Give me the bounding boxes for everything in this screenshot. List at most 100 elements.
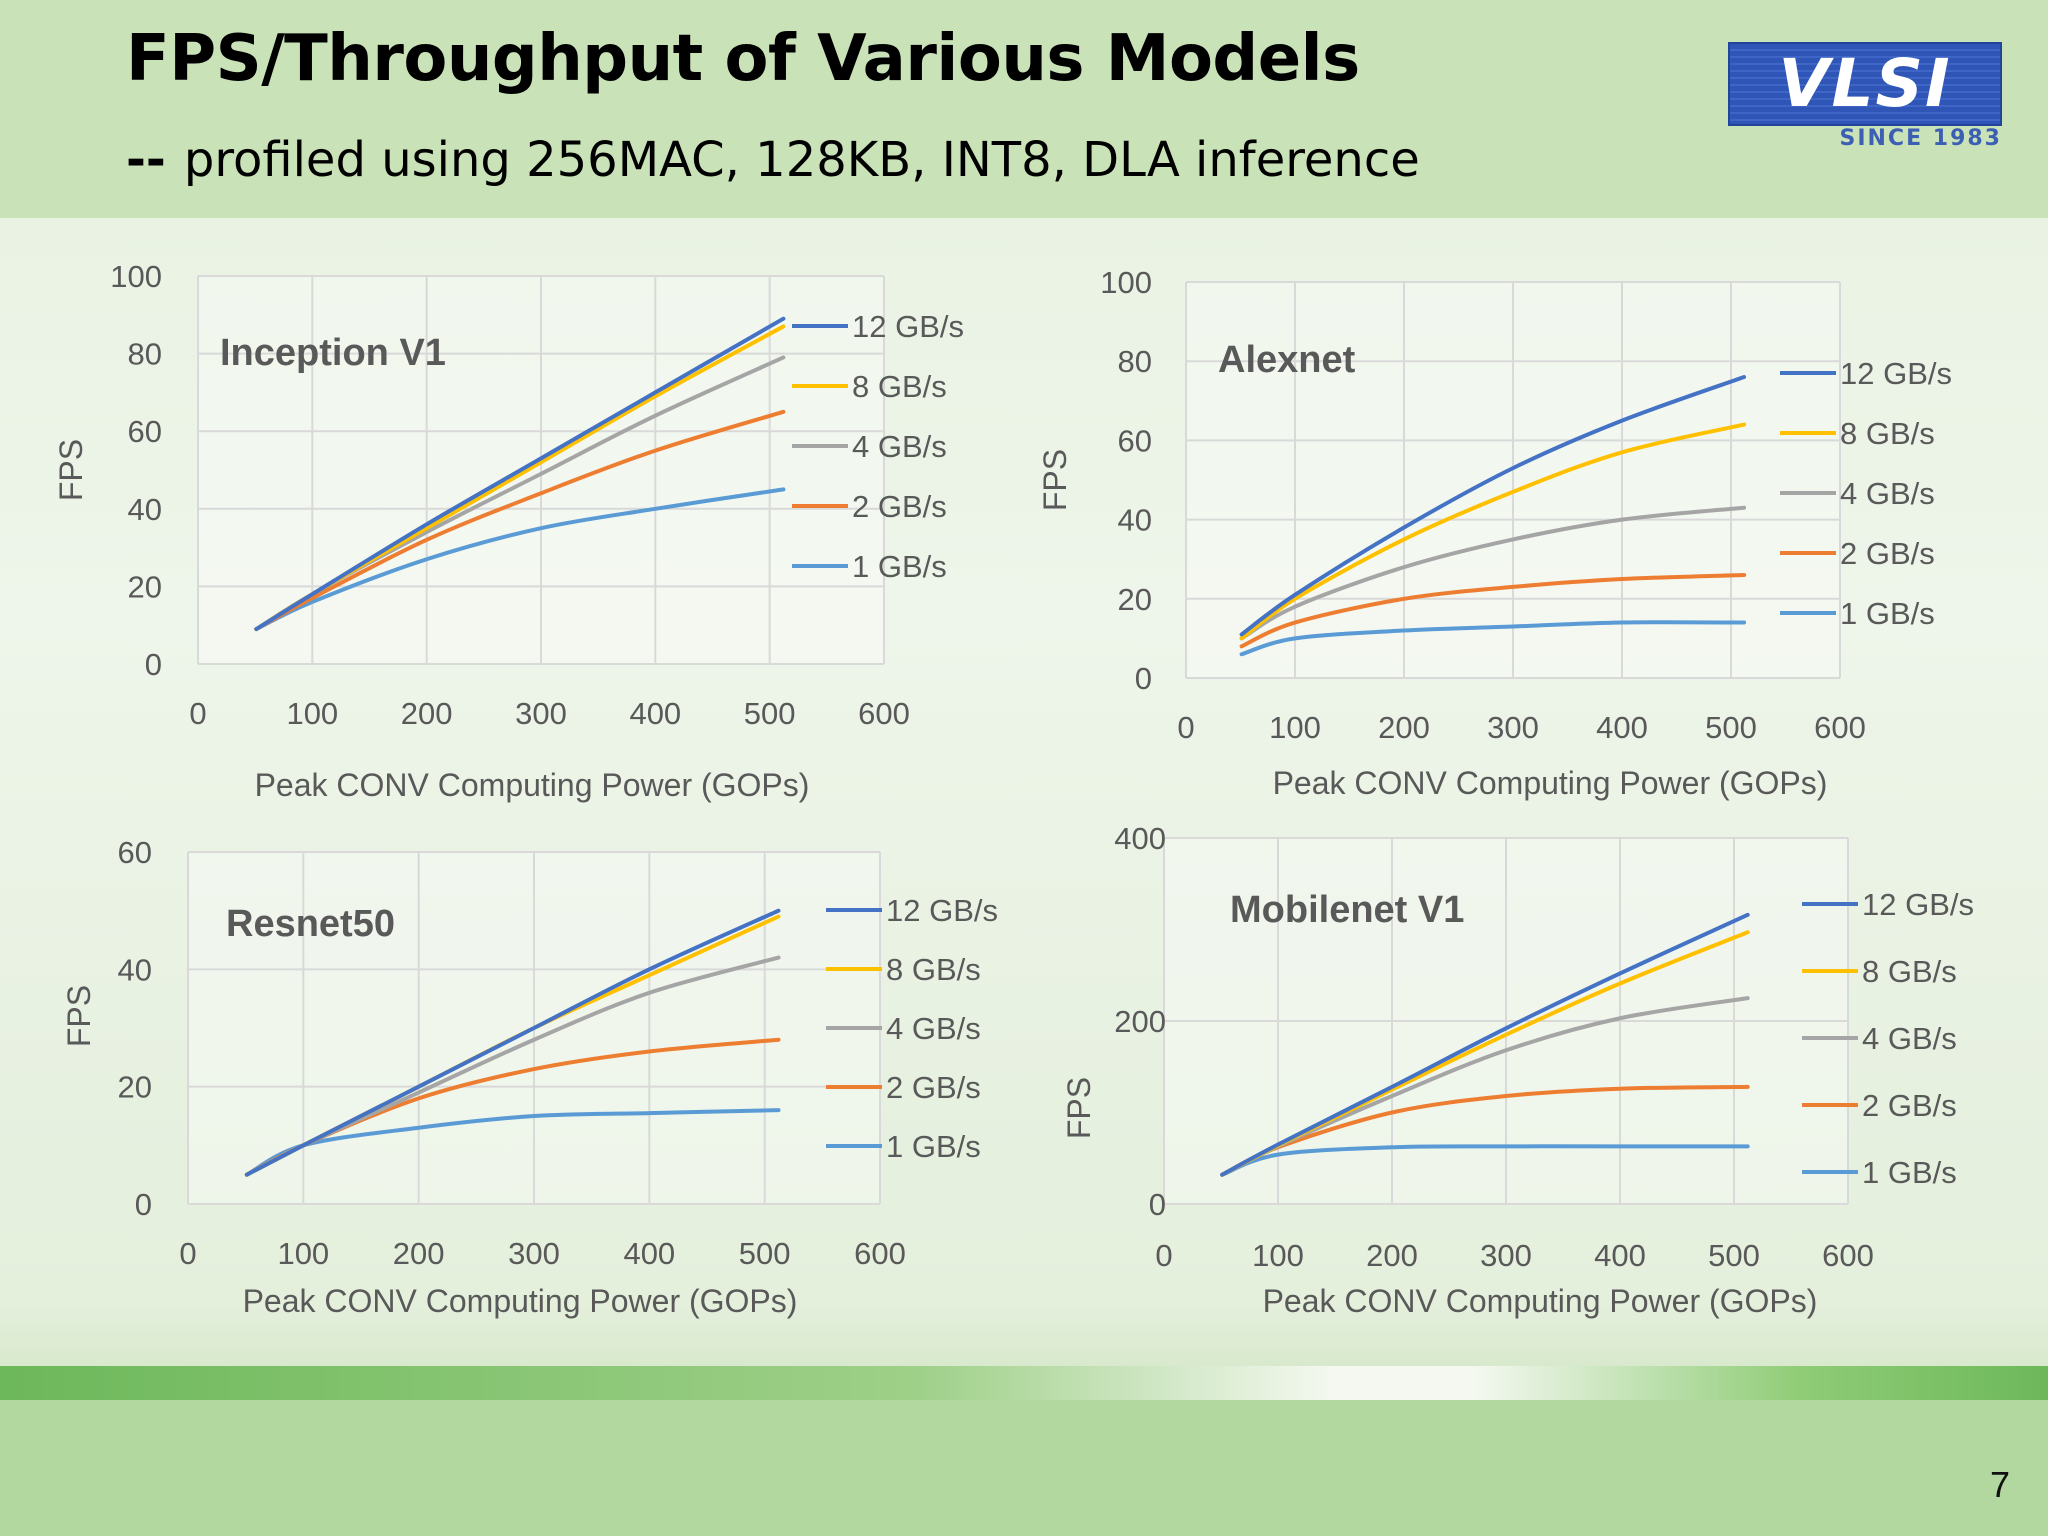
y-axis-label: FPS <box>1061 1077 1097 1139</box>
chart-title: Resnet50 <box>226 903 395 945</box>
x-tick-label: 400 <box>623 1236 675 1271</box>
logo-since-text: SINCE 1983 <box>1839 126 2002 151</box>
chart-title: Alexnet <box>1218 339 1356 381</box>
series-line-1-gb-s <box>254 487 786 632</box>
x-tick-label: 300 <box>1480 1238 1532 1273</box>
x-tick-label: 400 <box>1594 1238 1646 1273</box>
x-axis-label: Peak CONV Computing Power (GOPs) <box>1263 1283 1818 1319</box>
legend-label: 8 GB/s <box>1840 416 1935 451</box>
y-tick-label: 20 <box>118 1070 152 1105</box>
y-tick-label: 20 <box>128 569 162 604</box>
chart-title: Mobilenet V1 <box>1230 889 1464 931</box>
slide-subtitle: -- profiled using 256MAC, 128KB, INT8, DL… <box>126 132 1420 188</box>
x-tick-label: 200 <box>393 1236 445 1271</box>
x-tick-label: 0 <box>179 1236 196 1271</box>
x-tick-label: 400 <box>629 696 681 731</box>
x-tick-label: 300 <box>1487 710 1539 745</box>
legend-label: 4 GB/s <box>1862 1021 1957 1056</box>
series-line-12-gb-s <box>254 316 786 632</box>
x-tick-label: 0 <box>189 696 206 731</box>
y-tick-label: 100 <box>1100 265 1152 300</box>
footer-stripe <box>0 1366 2048 1400</box>
x-tick-label: 600 <box>858 696 910 731</box>
y-tick-label: 100 <box>110 259 162 294</box>
footer-band <box>0 1400 2048 1536</box>
x-tick-label: 500 <box>1708 1238 1760 1273</box>
y-tick-label: 60 <box>1118 423 1152 458</box>
y-axis-label: FPS <box>53 439 89 501</box>
legend-label: 12 GB/s <box>886 893 998 928</box>
legend-label: 1 GB/s <box>886 1129 981 1164</box>
legend-label: 8 GB/s <box>852 369 947 404</box>
series-line-12-gb-s <box>244 908 781 1177</box>
legend-label: 1 GB/s <box>852 549 947 584</box>
legend-label: 1 GB/s <box>1840 596 1935 631</box>
y-tick-label: 20 <box>1118 582 1152 617</box>
y-tick-label: 0 <box>145 647 162 682</box>
y-tick-label: 0 <box>135 1187 152 1222</box>
series-line-8-gb-s <box>1239 422 1747 641</box>
x-tick-label: 500 <box>739 1236 791 1271</box>
legend-label: 12 GB/s <box>1862 887 1974 922</box>
page-number: 7 <box>1990 1464 2011 1505</box>
series-line-1-gb-s <box>1220 1144 1750 1177</box>
series-line-4-gb-s <box>1239 505 1747 641</box>
x-tick-label: 600 <box>1814 710 1866 745</box>
chart-3: 0 100 200 300 400 500 600 0 200 400 Peak CONV Comp… <box>1061 821 1974 1319</box>
legend-label: 8 GB/s <box>1862 954 1957 989</box>
y-tick-label: 0 <box>1149 1187 1166 1222</box>
x-axis-label: Peak CONV Computing Power (GOPs) <box>255 767 810 803</box>
x-tick-label: 500 <box>1705 710 1757 745</box>
y-tick-label: 0 <box>1135 661 1152 696</box>
y-axis-label: FPS <box>61 985 97 1047</box>
x-tick-label: 100 <box>1269 710 1321 745</box>
legend-label: 4 GB/s <box>1840 476 1935 511</box>
y-tick-label: 40 <box>128 492 162 527</box>
x-tick-label: 200 <box>401 696 453 731</box>
legend-label: 12 GB/s <box>852 309 964 344</box>
subtitle-text: profiled using 256MAC, 128KB, INT8, DLA … <box>183 132 1420 188</box>
x-tick-label: 400 <box>1596 710 1648 745</box>
slide-title: FPS/Throughput of Various Models <box>126 22 1360 96</box>
x-tick-label: 100 <box>1252 1238 1304 1273</box>
chart-1: 0 100 200 300 400 500 600 0 20 40 60 80 100 Peak CONV… <box>1037 265 1952 801</box>
x-tick-label: 200 <box>1378 710 1430 745</box>
legend-label: 4 GB/s <box>852 429 947 464</box>
y-axis-label: FPS <box>1037 449 1073 511</box>
x-tick-label: 0 <box>1177 710 1194 745</box>
x-axis-label: Peak CONV Computing Power (GOPs) <box>1273 765 1828 801</box>
legend-label: 2 GB/s <box>886 1070 981 1105</box>
legend-label: 2 GB/s <box>1862 1088 1957 1123</box>
legend-label: 8 GB/s <box>886 952 981 987</box>
y-tick-label: 80 <box>128 337 162 372</box>
y-tick-label: 200 <box>1114 1004 1166 1039</box>
vlsi-logo: VLSI SINCE 1983 <box>1728 42 2002 151</box>
legend-label: 2 GB/s <box>1840 536 1935 571</box>
x-tick-label: 500 <box>744 696 796 731</box>
x-tick-label: 600 <box>1822 1238 1874 1273</box>
logo-wordmark: VLSI <box>1728 42 2002 126</box>
y-tick-label: 40 <box>1118 503 1152 538</box>
y-tick-label: 60 <box>118 835 152 870</box>
series-line-2-gb-s <box>254 409 786 632</box>
legend-label: 2 GB/s <box>852 489 947 524</box>
x-tick-label: 0 <box>1155 1238 1172 1273</box>
legend-label: 4 GB/s <box>886 1011 981 1046</box>
chart-2: 0 100 200 300 400 500 600 0 20 40 60 Peak CONV Comp… <box>61 835 998 1319</box>
x-tick-label: 300 <box>508 1236 560 1271</box>
x-axis-label: Peak CONV Computing Power (GOPs) <box>243 1283 798 1319</box>
y-tick-label: 40 <box>118 952 152 987</box>
chart-0: 0 100 200 300 400 500 600 0 20 40 60 80 100 Peak CONV… <box>53 259 964 803</box>
y-tick-label: 80 <box>1118 344 1152 379</box>
series-line-12-gb-s <box>1239 375 1747 637</box>
x-tick-label: 300 <box>515 696 567 731</box>
y-tick-label: 60 <box>128 414 162 449</box>
legend-label: 12 GB/s <box>1840 356 1952 391</box>
y-tick-label: 400 <box>1114 821 1166 856</box>
legend-label: 1 GB/s <box>1862 1155 1957 1190</box>
x-tick-label: 200 <box>1366 1238 1418 1273</box>
series-line-12-gb-s <box>1220 912 1750 1177</box>
x-tick-label: 600 <box>854 1236 906 1271</box>
x-tick-label: 100 <box>286 696 338 731</box>
